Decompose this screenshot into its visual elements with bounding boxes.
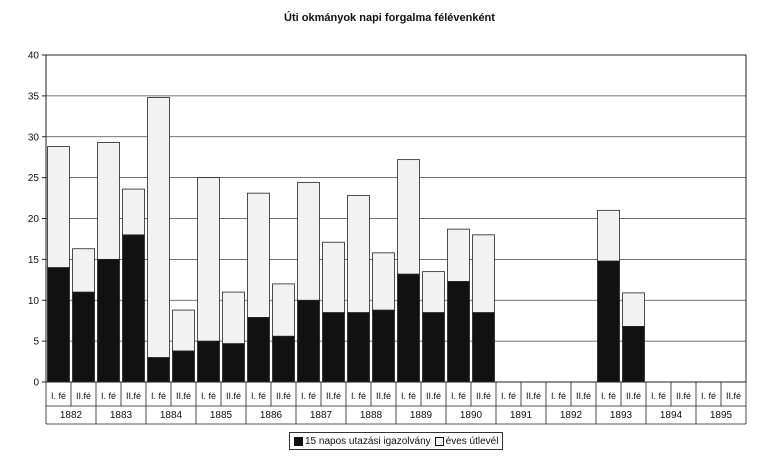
y-tick-label: 25 bbox=[28, 173, 40, 184]
x-group-label: 1887 bbox=[310, 410, 333, 421]
x-group-label: 1890 bbox=[460, 410, 483, 421]
x-tick-label: II.fé bbox=[726, 391, 741, 401]
x-tick-label: I. fé bbox=[151, 391, 166, 401]
x-tick-label: I. fé bbox=[701, 391, 716, 401]
bar-series-2 bbox=[297, 182, 320, 301]
bar-series-1 bbox=[597, 260, 620, 383]
x-tick-label: I. fé bbox=[201, 391, 216, 401]
x-group-label: 1886 bbox=[260, 410, 283, 421]
y-tick-label: 35 bbox=[28, 91, 40, 102]
bar-series-1 bbox=[272, 335, 295, 383]
bar-series-1 bbox=[472, 312, 495, 383]
x-tick-label: I. fé bbox=[51, 391, 66, 401]
bar-series-2 bbox=[97, 142, 120, 260]
bar-series-2 bbox=[147, 97, 170, 358]
y-tick-label: 15 bbox=[28, 255, 40, 266]
bar-series-2 bbox=[597, 209, 620, 262]
bar-series-2 bbox=[172, 309, 195, 352]
y-tick-label: 10 bbox=[28, 296, 40, 307]
x-tick-label: II.fé bbox=[76, 391, 91, 401]
x-tick-label: II.fé bbox=[676, 391, 691, 401]
bar-series-1 bbox=[447, 281, 470, 383]
x-group-label: 1894 bbox=[660, 410, 683, 421]
y-tick-label: 5 bbox=[33, 337, 39, 348]
x-tick-label: II.fé bbox=[476, 391, 491, 401]
legend-swatch-dark bbox=[294, 436, 303, 446]
x-tick-label: I. fé bbox=[651, 391, 666, 401]
bar-series-2 bbox=[372, 252, 395, 311]
x-group-label: 1893 bbox=[610, 410, 633, 421]
legend-swatch-light bbox=[434, 436, 444, 446]
x-tick-label: II.fé bbox=[376, 391, 391, 401]
x-group-label: 1883 bbox=[110, 410, 133, 421]
bar-series-2 bbox=[322, 241, 345, 313]
chart-legend: 15 napos utazási igazolvány éves útlevél bbox=[289, 432, 504, 450]
chart-title: Úti okmányok napi forgalma félévenként bbox=[284, 12, 495, 24]
bar-series-1 bbox=[172, 350, 195, 383]
x-group-label: 1882 bbox=[60, 410, 83, 421]
bar-series-1 bbox=[147, 357, 170, 383]
x-tick-label: I. fé bbox=[501, 391, 516, 401]
bar-series-1 bbox=[222, 343, 245, 383]
x-tick-label: I. fé bbox=[601, 391, 616, 401]
x-group-label: 1895 bbox=[710, 410, 733, 421]
x-group-label: 1892 bbox=[560, 410, 583, 421]
bar-series-2 bbox=[472, 234, 495, 313]
x-tick-label: II.fé bbox=[126, 391, 141, 401]
x-group-label: 1891 bbox=[510, 410, 533, 421]
bar-series-2 bbox=[47, 146, 70, 268]
bar-series-1 bbox=[347, 312, 370, 383]
bar-series-2 bbox=[347, 195, 370, 313]
x-tick-label: II.fé bbox=[326, 391, 341, 401]
x-tick-label: II.fé bbox=[426, 391, 441, 401]
x-tick-label: II.fé bbox=[276, 391, 291, 401]
bar-series-2 bbox=[622, 292, 645, 327]
legend-label-series-2: éves útlevél bbox=[445, 435, 499, 447]
bar-series-2 bbox=[197, 177, 220, 342]
x-tick-label: I. fé bbox=[301, 391, 316, 401]
x-group-label: 1889 bbox=[410, 410, 433, 421]
x-group-label: 1888 bbox=[360, 410, 383, 421]
bar-series-2 bbox=[422, 271, 445, 313]
y-tick-label: 40 bbox=[28, 51, 40, 62]
bar-series-1 bbox=[122, 234, 145, 383]
x-group-label: 1884 bbox=[160, 410, 183, 421]
bar-series-1 bbox=[97, 258, 120, 383]
bar-series-2 bbox=[247, 192, 270, 318]
x-tick-label: II.fé bbox=[526, 391, 541, 401]
bar-series-1 bbox=[622, 326, 645, 383]
bar-series-2 bbox=[72, 248, 95, 293]
bar-series-1 bbox=[322, 312, 345, 383]
bar-series-1 bbox=[197, 340, 220, 383]
x-tick-label: I. fé bbox=[351, 391, 366, 401]
x-tick-label: II.fé bbox=[226, 391, 241, 401]
bar-series-2 bbox=[447, 228, 470, 282]
bar-series-1 bbox=[372, 309, 395, 383]
bar-series-1 bbox=[47, 267, 70, 383]
x-tick-label: I. fé bbox=[401, 391, 416, 401]
bar-series-2 bbox=[272, 283, 295, 337]
x-tick-label: I. fé bbox=[251, 391, 266, 401]
x-tick-label: II.fé bbox=[626, 391, 641, 401]
y-tick-label: 30 bbox=[28, 132, 40, 143]
bar-series-1 bbox=[397, 273, 420, 383]
y-tick-label: 20 bbox=[28, 214, 40, 225]
bar-series-1 bbox=[422, 312, 445, 383]
x-tick-label: I. fé bbox=[451, 391, 466, 401]
x-group-label: 1885 bbox=[210, 410, 233, 421]
x-tick-label: I. fé bbox=[101, 391, 116, 401]
bar-series-1 bbox=[72, 291, 95, 383]
legend-label-series-1: 15 napos utazási igazolvány bbox=[305, 435, 431, 447]
bar-series-2 bbox=[397, 159, 420, 275]
bar-series-1 bbox=[297, 299, 320, 383]
y-tick-label: 0 bbox=[33, 378, 39, 389]
x-tick-label: II.fé bbox=[176, 391, 191, 401]
x-tick-label: I. fé bbox=[551, 391, 566, 401]
bar-series-2 bbox=[222, 291, 245, 344]
x-tick-label: II.fé bbox=[576, 391, 591, 401]
bar-series-1 bbox=[247, 317, 270, 383]
bar-series-2 bbox=[122, 188, 145, 236]
